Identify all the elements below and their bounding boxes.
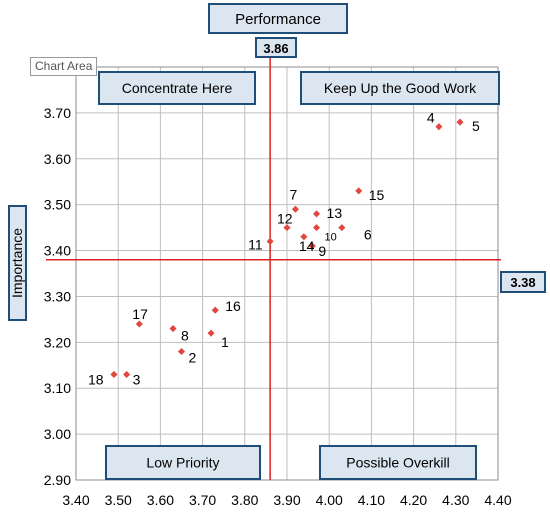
point-label-10: 10 [325,232,337,244]
x-tick-label: 3.80 [231,492,258,508]
x-tick-label: 4.00 [316,492,343,508]
point-label-11: 11 [248,236,263,252]
point-marker-6 [338,224,346,232]
point-label-13: 13 [327,205,343,221]
plot-area-border [75,66,499,481]
point-marker-12 [283,224,291,232]
y-tick-label: 3.70 [44,105,71,121]
x-mean-label: 3.86 [263,41,288,56]
point-label-3: 3 [133,371,141,387]
quadrant-keep-up-good-work: Keep Up the Good Work [324,80,477,96]
x-tick-label: 3.60 [147,492,174,508]
y-tick-label: 3.40 [44,243,71,259]
quadrant-possible-overkill: Possible Overkill [346,455,449,471]
x-tick-label: 4.20 [400,492,427,508]
x-tick-label: 3.40 [62,492,89,508]
point-marker-14 [300,233,308,241]
x-tick-label: 4.30 [442,492,469,508]
point-marker-5 [456,118,464,126]
y-tick-label: 3.00 [44,426,71,442]
point-marker-2 [177,347,186,356]
point-marker-16 [211,306,219,314]
point-marker-13 [313,210,321,218]
y-mean-label: 3.38 [510,275,535,290]
point-marker-1 [207,329,215,337]
y-tick-label: 3.20 [44,334,71,350]
point-label-14: 14 [299,238,315,254]
quadrant-possible-overkill-box [319,445,477,480]
point-marker-15 [355,187,363,195]
y-tick-label: 3.10 [44,380,71,396]
point-marker-18 [110,370,118,378]
point-label-16: 16 [225,298,241,314]
point-label-12: 12 [277,211,293,227]
point-label-4: 4 [427,110,435,126]
point-label-5: 5 [472,118,480,134]
point-marker-8 [169,325,177,333]
point-label-7: 7 [289,186,297,202]
chart-area-tooltip: Chart Area [30,57,98,76]
quadrant-keep-up-good-work-box [300,71,500,105]
y-axis-title-box: Importance [8,205,27,321]
point-label-2: 2 [189,350,197,366]
point-marker-3 [123,370,131,378]
point-label-1: 1 [221,334,229,350]
quadrant-concentrate-here-box [98,71,256,105]
point-marker-7 [291,205,299,213]
point-marker-4 [435,123,443,131]
x-tick-label: 4.10 [358,492,385,508]
y-mean-label-box: 3.38 [500,271,546,293]
point-marker-17 [135,320,143,328]
chart-title: Performance [235,11,321,28]
x-tick-label: 3.70 [189,492,216,508]
quadrant-labels: Concentrate Here Keep Up the Good Work Low… [98,71,500,480]
chart-title-box: Performance [208,3,348,34]
quadrant-concentrate-here: Concentrate Here [122,80,233,96]
y-tick-label: 3.30 [44,288,71,304]
point-label-6: 6 [364,227,372,243]
x-tick-label: 4.40 [484,492,511,508]
point-marker-9 [308,242,316,250]
x-tick-label: 3.90 [273,492,300,508]
y-axis-title: Importance [9,228,25,298]
point-label-15: 15 [369,187,385,203]
point-marker-11 [266,237,274,245]
x-tick-label: 3.50 [105,492,132,508]
point-label-9: 9 [318,243,326,259]
x-mean-label-box: 3.86 [255,37,297,58]
grid [75,66,499,481]
y-tick-label: 3.50 [44,197,71,213]
quadrant-low-priority-box [105,445,261,480]
y-tick-label: 2.90 [44,472,71,488]
point-label-8: 8 [181,328,189,344]
point-label-18: 18 [88,371,104,387]
point-marker-10 [313,224,321,232]
quadrant-low-priority: Low Priority [146,455,219,471]
y-tick-label: 3.60 [44,151,71,167]
mean-crosshair [46,57,501,480]
point-label-17: 17 [132,306,148,322]
tick-labels: 3.40 3.50 3.60 3.70 3.80 3.90 4.00 4.10 4.20 4.30… [44,59,512,508]
